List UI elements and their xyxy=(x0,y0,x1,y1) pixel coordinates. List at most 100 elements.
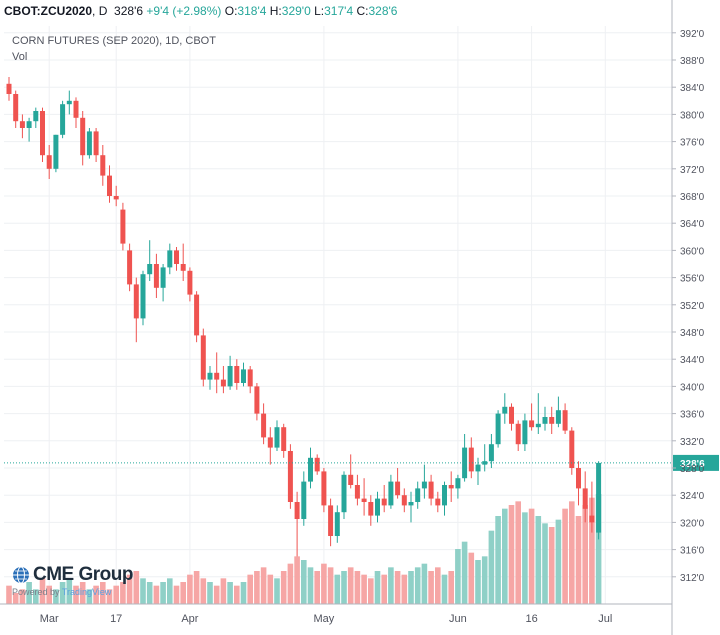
volume-bar xyxy=(368,578,374,604)
interval[interactable]: D xyxy=(98,4,108,18)
volume-bar xyxy=(120,582,126,604)
x-tick-label: 17 xyxy=(110,613,122,625)
volume-bar xyxy=(555,519,562,604)
x-tick-label: Mar xyxy=(40,613,59,625)
candle-body xyxy=(395,481,401,496)
price-axis[interactable]: 392'0 388'0 384'0 380'0 376'0 372'0 368'0 364'0… xyxy=(671,0,705,635)
volume-bar xyxy=(53,589,59,604)
volume-bar xyxy=(488,530,495,604)
candle-body xyxy=(361,498,367,502)
candle-body xyxy=(321,471,327,506)
volume-bar xyxy=(26,582,32,604)
powered-text: Powered by xyxy=(12,587,60,597)
candle-body xyxy=(428,481,434,499)
candlesticks xyxy=(6,77,602,557)
volume-bar xyxy=(207,582,213,604)
volume-bar xyxy=(481,556,488,604)
volume-bar xyxy=(39,578,46,604)
volume-bar xyxy=(414,567,421,604)
y-tick-label: 316'0 xyxy=(680,546,705,557)
candle-body xyxy=(19,121,25,128)
last-price-tag-text: 328'6 xyxy=(680,459,705,470)
last-price-tag xyxy=(673,454,719,471)
volume-bar xyxy=(126,574,133,604)
volume-bar xyxy=(428,571,434,604)
candle-body xyxy=(401,495,407,506)
y-tick-label: 388'0 xyxy=(680,56,705,67)
candle-body xyxy=(509,406,514,424)
candle-body xyxy=(388,481,394,506)
candle-body xyxy=(368,502,374,516)
candle-body xyxy=(408,502,414,506)
volume-bar xyxy=(106,589,113,604)
candle-body xyxy=(187,270,193,295)
volume-bar xyxy=(421,563,428,604)
candle-body xyxy=(582,488,588,509)
candle-body xyxy=(589,515,595,523)
candle-body xyxy=(33,111,39,122)
volume-bar xyxy=(589,497,595,604)
volume-bar xyxy=(153,585,160,604)
volume-bar xyxy=(100,582,106,604)
volume-bar xyxy=(19,589,26,604)
volume-bar xyxy=(321,563,327,604)
volume-bar xyxy=(569,501,575,604)
candle-body xyxy=(415,488,421,502)
candle-body xyxy=(455,478,461,489)
volume-bar xyxy=(6,585,12,604)
candle-body xyxy=(133,284,139,319)
cme-logo[interactable]: CME Group Powered by TradingView xyxy=(12,564,134,597)
candle-body xyxy=(348,474,354,485)
candle-body xyxy=(522,420,528,445)
candle-body xyxy=(180,264,186,271)
last-price: 328'6 xyxy=(114,4,144,18)
volume-bar xyxy=(167,578,173,604)
candle-body xyxy=(354,485,360,499)
volume-bar xyxy=(394,571,401,604)
volume-bar xyxy=(582,505,588,604)
volume-bar xyxy=(160,582,166,604)
volume-label[interactable]: Vol xyxy=(12,51,28,63)
open-value: 318'4 xyxy=(237,4,267,18)
y-tick-label: 348'0 xyxy=(680,328,705,339)
y-tick-label: 372'0 xyxy=(680,165,705,176)
candle-body xyxy=(140,274,146,319)
volume-bar xyxy=(307,567,314,604)
candle-body xyxy=(555,410,561,424)
y-tick-label: 352'0 xyxy=(680,301,705,312)
candle-body xyxy=(247,369,253,387)
chart-title[interactable]: CORN FUTURES (SEP 2020), 1D, CBOT xyxy=(12,35,216,47)
time-axis[interactable]: Mar 17 Apr May Jun 16 Jul xyxy=(0,603,672,625)
volume-bar xyxy=(73,585,79,604)
volume-bar xyxy=(435,567,441,604)
candle-body xyxy=(421,481,427,489)
volume-bar xyxy=(495,516,501,604)
candle-body xyxy=(596,462,602,533)
y-tick-label: 344'0 xyxy=(680,355,705,366)
volume-bar xyxy=(341,571,347,604)
y-tick-label: 312'0 xyxy=(680,573,705,584)
volume-bar xyxy=(548,527,555,604)
volume-bar xyxy=(79,582,86,604)
candle-body xyxy=(40,111,45,156)
candle-body xyxy=(488,444,494,462)
volume-bar xyxy=(220,578,227,604)
candle-body xyxy=(448,485,454,489)
volume-bar xyxy=(455,549,461,604)
candle-body xyxy=(287,451,293,502)
candle-body xyxy=(495,413,501,445)
high-value: 329'0 xyxy=(281,4,311,18)
volume-bar xyxy=(187,574,193,604)
symbol-name[interactable]: CBOT:ZCU2020 xyxy=(4,4,93,18)
candle-body xyxy=(576,468,581,489)
candle-body xyxy=(194,294,200,336)
high-label: H: xyxy=(269,4,282,18)
candle-body xyxy=(153,264,159,288)
y-tick-label: 360'0 xyxy=(680,246,705,257)
y-tick-label: 328'0 xyxy=(680,464,705,475)
candle-body xyxy=(53,134,59,169)
volume-bar xyxy=(408,571,414,604)
